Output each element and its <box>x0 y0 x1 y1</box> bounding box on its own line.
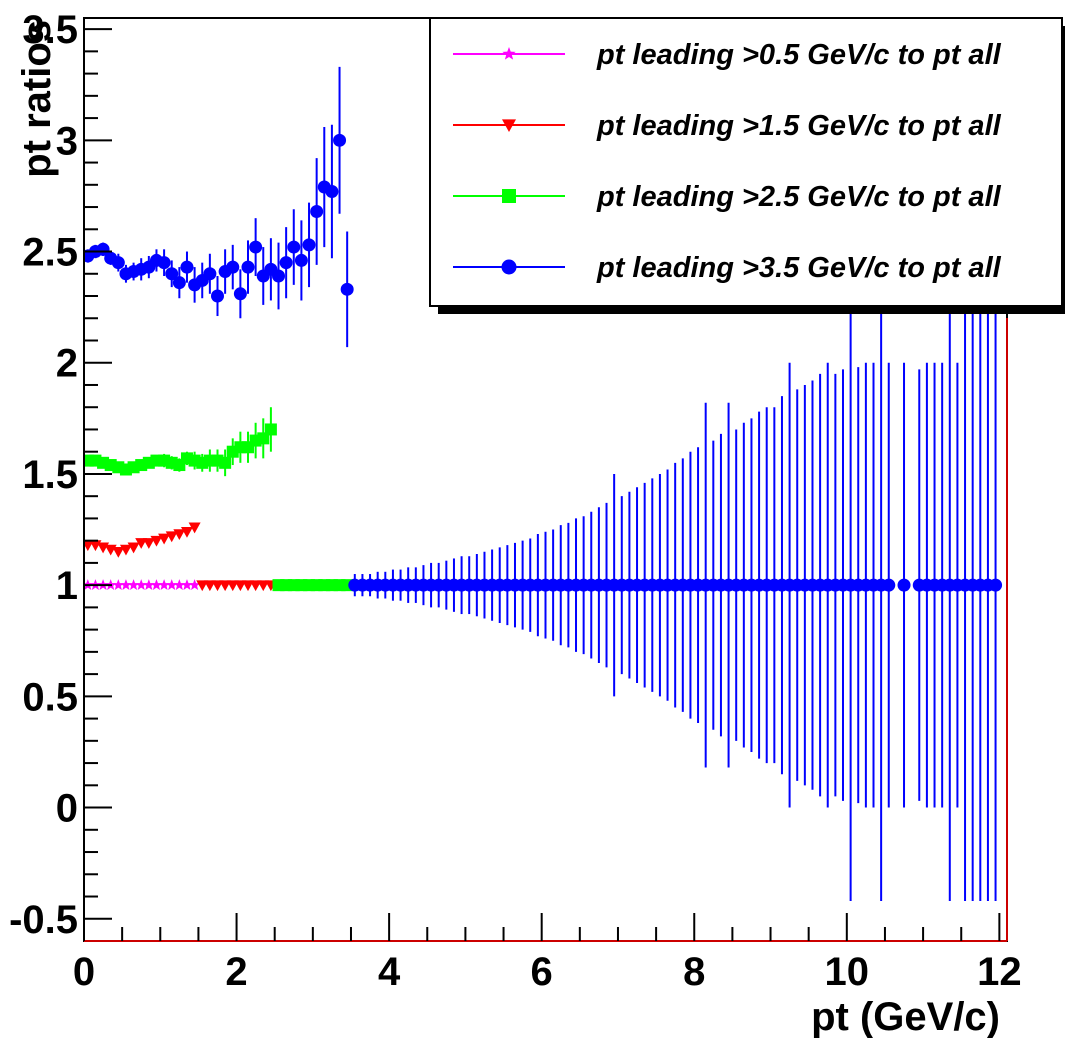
series-3 <box>84 407 354 592</box>
legend: pt leading >0.5 GeV/c to pt all pt leadin… <box>429 17 1065 314</box>
data-point <box>210 289 224 303</box>
data-point <box>249 240 263 254</box>
data-point <box>188 579 201 590</box>
y-tick-label: 3.5 <box>22 8 78 52</box>
y-tick-label: 2 <box>56 342 78 386</box>
data-point <box>158 579 170 590</box>
data-point <box>242 580 255 592</box>
data-point <box>219 456 232 469</box>
data-point <box>325 184 339 198</box>
data-point <box>333 133 347 147</box>
data-point <box>143 579 155 590</box>
data-point <box>127 542 140 554</box>
data-point <box>897 578 911 592</box>
data-point <box>165 531 178 543</box>
data-point <box>166 579 178 590</box>
data-point <box>180 260 194 274</box>
y-tick-label: 1 <box>56 564 78 608</box>
data-point <box>264 423 277 436</box>
legend-box <box>429 17 1063 307</box>
data-point <box>135 538 148 549</box>
data-point <box>294 253 308 267</box>
y-tick-label: 1.5 <box>22 453 78 497</box>
data-point <box>310 204 324 218</box>
data-point <box>120 579 132 590</box>
data-point <box>241 260 255 274</box>
y-tick-label: 3 <box>56 119 78 163</box>
data-point <box>287 240 301 254</box>
data-point <box>203 267 217 281</box>
data-point <box>226 260 240 274</box>
data-point <box>233 287 247 301</box>
x-tick-label: 6 <box>531 950 553 994</box>
x-axis-title: pt (GeV/c) <box>811 995 1000 1038</box>
data-layer <box>84 66 1003 901</box>
legend-marker <box>501 259 517 275</box>
data-point <box>157 256 171 270</box>
data-point <box>234 580 247 592</box>
data-point <box>272 269 286 283</box>
data-point <box>96 242 110 256</box>
data-point <box>127 579 140 590</box>
data-point <box>172 276 186 290</box>
data-point <box>150 535 163 547</box>
data-point <box>211 580 224 592</box>
data-point <box>279 256 293 270</box>
data-point <box>196 580 209 592</box>
x-tick-label: 0 <box>73 950 95 994</box>
data-point <box>173 579 186 590</box>
y-axis-title: pt ratios <box>15 20 59 178</box>
series-2 <box>84 522 277 592</box>
legend-label: pt leading >3.5 GeV/c to pt all <box>596 252 1002 284</box>
data-point <box>150 579 163 590</box>
y-tick-label: 0.5 <box>22 675 78 719</box>
legend-label: pt leading >0.5 GeV/c to pt all <box>596 39 1002 71</box>
data-point <box>158 533 171 545</box>
data-point <box>188 522 201 534</box>
data-point <box>135 579 147 590</box>
data-point <box>119 544 132 556</box>
data-point <box>112 546 125 558</box>
data-point <box>249 580 262 592</box>
series-4 <box>84 66 1003 901</box>
data-point <box>882 578 896 592</box>
data-point <box>302 238 316 252</box>
legend-marker <box>502 119 516 132</box>
data-point <box>112 579 125 590</box>
data-point <box>84 454 94 467</box>
x-tick-label: 4 <box>378 950 401 994</box>
x-tick-label: 12 <box>977 950 1022 994</box>
legend-marker <box>502 47 516 60</box>
data-point <box>226 580 239 592</box>
y-tick-label: 0 <box>56 787 78 831</box>
x-tick-label: 2 <box>225 950 247 994</box>
axes-layer: 0 2 4 6 8 10 12 -0.5 0 0.5 1 1.5 2 2.5 3 3.5 <box>9 8 1022 994</box>
data-point <box>203 580 216 592</box>
x-tick-label: 8 <box>683 950 705 994</box>
legend-label: pt leading >2.5 GeV/c to pt all <box>596 181 1002 213</box>
data-point <box>142 538 155 549</box>
data-point <box>340 282 354 296</box>
data-point <box>180 526 193 538</box>
data-point <box>257 580 270 592</box>
legend-label: pt leading >1.5 GeV/c to pt all <box>596 110 1002 142</box>
y-tick-label: 2.5 <box>22 231 78 275</box>
data-point <box>173 529 186 540</box>
data-point <box>181 579 193 590</box>
legend-marker <box>502 189 516 203</box>
data-point <box>219 580 232 592</box>
data-point <box>165 267 179 281</box>
data-point <box>111 256 125 270</box>
y-tick-label: -0.5 <box>9 898 78 942</box>
data-point <box>989 578 1003 592</box>
x-tick-label: 10 <box>825 950 870 994</box>
